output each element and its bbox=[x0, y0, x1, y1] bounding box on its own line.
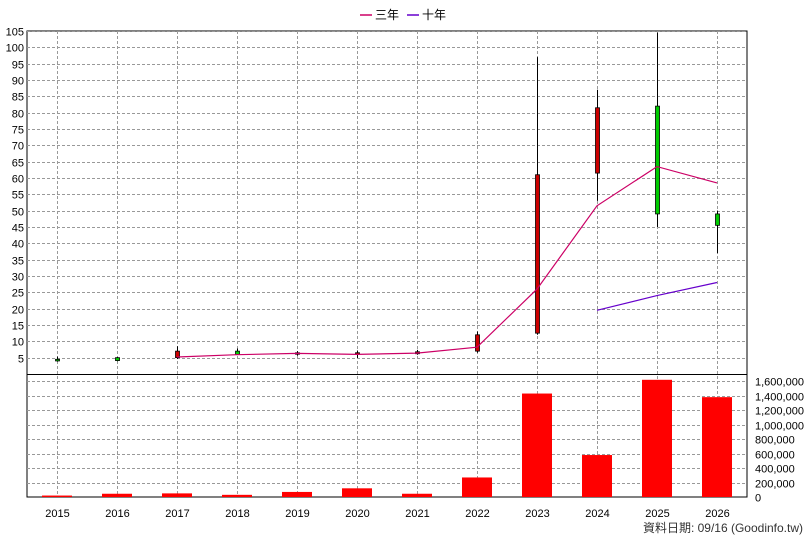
volume-tick-label: 800,000 bbox=[755, 435, 795, 447]
legend: 三年 十年 bbox=[360, 8, 446, 22]
x-tick-label: 2015 bbox=[45, 508, 69, 520]
volume-bar bbox=[342, 488, 372, 497]
volume-tick-label: 1,200,000 bbox=[755, 406, 804, 418]
volume-bar bbox=[642, 379, 672, 497]
price-tick-label: 80 bbox=[12, 109, 24, 121]
legend-label-三年: 三年 bbox=[375, 8, 399, 22]
x-axis: 2015 2016 2017 2018 2019 2020 2021 2022 2023 2024… bbox=[45, 508, 729, 520]
volume-tick-label: 200,000 bbox=[755, 479, 795, 491]
x-tick-label: 2020 bbox=[345, 508, 369, 520]
volume-bar bbox=[282, 491, 312, 497]
price-tick-label: 25 bbox=[12, 288, 24, 300]
price-tick-label: 90 bbox=[12, 76, 24, 88]
volume-bar bbox=[582, 455, 612, 497]
volume-tick-label: 1,400,000 bbox=[755, 392, 804, 404]
series-line-三年 bbox=[176, 165, 718, 358]
volume-bar bbox=[42, 495, 72, 497]
plot-frame bbox=[26, 30, 748, 498]
candle-body bbox=[115, 357, 120, 362]
footer-source: 資料日期: 09/16 (Goodinfo.tw) bbox=[643, 521, 803, 535]
price-tick-label: 55 bbox=[12, 190, 24, 202]
x-tick-label: 2021 bbox=[405, 508, 429, 520]
x-tick-label: 2017 bbox=[165, 508, 189, 520]
x-tick-label: 2019 bbox=[285, 508, 309, 520]
price-plot-area: 5 10 15 20 25 30 35 40 45 50 55 60 65 70 75 80 85 90 95 100… bbox=[6, 27, 748, 498]
price-tick-label: 65 bbox=[12, 158, 24, 170]
volume-bar bbox=[522, 393, 552, 497]
volume-tick-label: 1,600,000 bbox=[755, 377, 804, 389]
price-tick-label: 20 bbox=[12, 305, 24, 317]
candle-body bbox=[175, 350, 180, 359]
price-tick-label: 85 bbox=[12, 92, 24, 104]
volume-bar bbox=[402, 493, 432, 497]
volume-plot-area: 0 200,000 400,000 600,000 800,000 1,000,000 1,… bbox=[27, 377, 804, 505]
price-tick-label: 95 bbox=[12, 60, 24, 72]
price-tick-label: 30 bbox=[12, 272, 24, 284]
price-tick-label: 40 bbox=[12, 239, 24, 251]
price-tick-label: 45 bbox=[12, 223, 24, 235]
candle-body bbox=[715, 213, 720, 226]
volume-bar bbox=[162, 493, 192, 497]
candle-body bbox=[475, 334, 480, 352]
price-tick-label: 100 bbox=[6, 43, 24, 55]
price-tick-label: 105 bbox=[6, 27, 24, 39]
volume-bar bbox=[462, 477, 492, 497]
price-tick-label: 70 bbox=[12, 141, 24, 153]
volume-bar bbox=[702, 397, 732, 497]
volume-tick-label: 1,000,000 bbox=[755, 421, 804, 433]
x-tick-label: 2024 bbox=[585, 508, 609, 520]
x-tick-label: 2025 bbox=[645, 508, 669, 520]
x-tick-label: 2016 bbox=[105, 508, 129, 520]
x-tick-label: 2018 bbox=[225, 508, 249, 520]
volume-tick-label: 0 bbox=[755, 493, 761, 505]
candle-body bbox=[535, 174, 540, 334]
candle-body bbox=[595, 107, 600, 174]
x-tick-label: 2023 bbox=[525, 508, 549, 520]
x-tick-label: 2026 bbox=[705, 508, 729, 520]
x-tick-label: 2022 bbox=[465, 508, 489, 520]
price-tick-label: 60 bbox=[12, 174, 24, 186]
price-tick-label: 10 bbox=[12, 337, 24, 349]
legend-label-十年: 十年 bbox=[422, 8, 446, 22]
price-tick-label: 35 bbox=[12, 256, 24, 268]
price-tick-label: 5 bbox=[18, 354, 24, 366]
price-tick-label: 75 bbox=[12, 125, 24, 137]
candle-body bbox=[55, 358, 60, 362]
volume-tick-label: 600,000 bbox=[755, 450, 795, 462]
volume-bar bbox=[222, 494, 252, 497]
price-tick-label: 50 bbox=[12, 207, 24, 219]
volume-tick-label: 400,000 bbox=[755, 464, 795, 476]
volume-bar bbox=[102, 493, 132, 497]
price-tick-label: 15 bbox=[12, 321, 24, 333]
series-line-十年 bbox=[596, 281, 718, 311]
candle-body bbox=[655, 105, 660, 215]
candle-body bbox=[235, 350, 240, 355]
